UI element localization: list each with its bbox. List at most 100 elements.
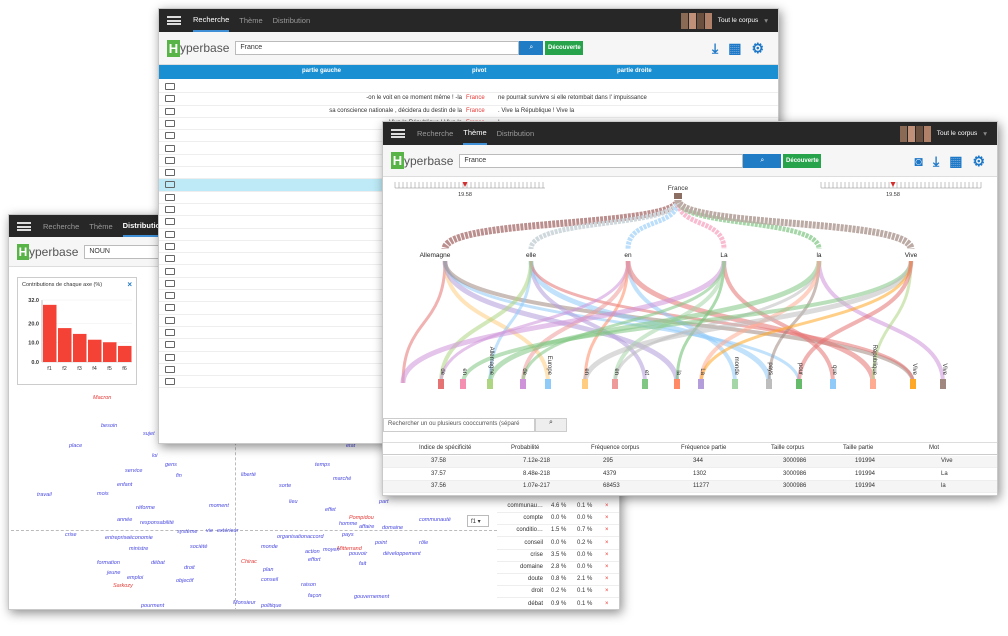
map-word[interactable]: extérieur xyxy=(217,528,239,534)
map-word[interactable]: Mitterrand xyxy=(337,546,362,552)
corpus-selector[interactable]: Tout le corpus ▾ xyxy=(899,125,987,142)
map-word[interactable]: loi xyxy=(152,453,158,459)
column-header[interactable]: Taille partie xyxy=(843,445,874,451)
contrib-row[interactable]: compte 0.0 % 0.0 % × xyxy=(497,513,619,526)
book-icon[interactable] xyxy=(165,107,175,115)
bar-f4[interactable] xyxy=(88,339,102,362)
bar-f6[interactable] xyxy=(118,345,132,362)
search-button[interactable]: ⌕ xyxy=(743,153,782,168)
book-icon[interactable] xyxy=(165,304,175,312)
book-icon[interactable] xyxy=(165,144,175,152)
map-word[interactable]: lieu xyxy=(289,499,298,505)
tab-theme[interactable]: Thème xyxy=(239,16,263,25)
map-word[interactable]: Chirac xyxy=(241,559,257,565)
map-word[interactable]: façon xyxy=(308,593,322,599)
corpus-selector[interactable]: Tout le corpus ▾ xyxy=(680,12,768,29)
map-word[interactable]: société xyxy=(190,544,208,550)
axis-select[interactable]: f1 ▾ xyxy=(467,515,489,527)
map-word[interactable]: objectif xyxy=(176,578,194,584)
delete-icon[interactable]: × xyxy=(605,588,609,595)
book-icon[interactable] xyxy=(165,230,175,238)
top-node-label[interactable]: Vive xyxy=(905,252,918,259)
tab-theme[interactable]: Thème xyxy=(89,221,113,231)
bar-f2[interactable] xyxy=(58,328,72,362)
leaf-node[interactable] xyxy=(520,379,526,389)
search-input[interactable]: France xyxy=(459,153,744,168)
root-node[interactable] xyxy=(674,193,682,199)
map-word[interactable]: plan xyxy=(263,567,274,573)
contrib-row[interactable]: droit 0.2 % 0.1 % × xyxy=(497,586,619,599)
delete-icon[interactable]: × xyxy=(605,503,609,509)
tab-recherche[interactable]: Recherche xyxy=(43,221,80,231)
map-word[interactable]: gouvernement xyxy=(354,594,390,600)
leaf-node[interactable] xyxy=(545,379,551,389)
leaf-node[interactable] xyxy=(460,379,466,389)
gear-icon[interactable]: ⚙ xyxy=(972,153,985,169)
map-word[interactable]: moment xyxy=(209,503,229,509)
map-word[interactable]: homme xyxy=(339,521,358,527)
map-word[interactable]: effet xyxy=(325,507,336,513)
book-icon[interactable] xyxy=(165,279,175,287)
concordance-row[interactable] xyxy=(159,81,778,94)
leaf-node[interactable] xyxy=(732,379,738,389)
contrib-row[interactable]: doute 0.8 % 2.1 % × xyxy=(497,574,619,587)
map-word[interactable]: Monsieur xyxy=(233,600,256,606)
gear-icon[interactable]: ⚙ xyxy=(751,40,764,56)
leaf-node[interactable] xyxy=(698,379,704,389)
column-header[interactable]: Fréquence partie xyxy=(681,445,727,451)
cooc-search-button[interactable]: ⌕ xyxy=(535,418,567,432)
map-word[interactable]: action xyxy=(305,549,320,555)
search-input[interactable]: France xyxy=(235,41,520,55)
map-word[interactable]: marché xyxy=(333,476,352,482)
leaf-node[interactable] xyxy=(642,379,648,389)
map-word[interactable]: formation xyxy=(97,560,120,566)
map-word[interactable]: état xyxy=(346,443,356,449)
top-node-label[interactable]: la xyxy=(816,252,821,259)
map-word[interactable]: gens xyxy=(165,462,177,468)
column-header[interactable]: Fréquence corpus xyxy=(591,445,640,451)
bar-f1[interactable] xyxy=(43,304,57,362)
map-word[interactable]: responsabilité xyxy=(140,520,174,526)
book-icon[interactable] xyxy=(165,181,175,189)
map-word[interactable]: pourment xyxy=(141,603,165,609)
delete-icon[interactable]: × xyxy=(605,539,609,546)
map-word[interactable]: jeune xyxy=(107,570,121,576)
map-word[interactable]: droit xyxy=(184,565,195,571)
book-icon[interactable] xyxy=(165,267,175,275)
map-word[interactable]: sujet xyxy=(143,431,155,437)
map-word[interactable]: vie xyxy=(206,528,214,534)
map-word[interactable]: rôle xyxy=(419,540,429,546)
book-icon[interactable] xyxy=(165,341,175,349)
camera-icon[interactable]: ◙ xyxy=(914,153,923,169)
book-icon[interactable] xyxy=(165,255,175,263)
delete-icon[interactable]: × xyxy=(605,576,609,583)
column-header[interactable]: Taille corpus xyxy=(771,445,805,451)
leaf-node[interactable] xyxy=(612,379,618,389)
book-icon[interactable] xyxy=(165,169,175,177)
map-word[interactable]: travail xyxy=(37,492,52,498)
map-word[interactable]: fait xyxy=(359,561,367,567)
book-icon[interactable] xyxy=(165,353,175,361)
table-row[interactable]: 37.57 8.48e-218 4379 1302 3000986 191994 La xyxy=(383,469,997,481)
table-row[interactable]: 37.58 7.12e-218 295 344 3000986 191994 Vive xyxy=(383,456,997,468)
map-word[interactable]: entreprise xyxy=(105,535,130,541)
leaf-node[interactable] xyxy=(796,379,802,389)
delete-icon[interactable]: × xyxy=(605,564,609,570)
bar-f3[interactable] xyxy=(73,333,87,362)
menu-icon[interactable] xyxy=(167,16,181,25)
discover-button[interactable]: Découverte xyxy=(545,41,584,55)
map-word[interactable]: système xyxy=(177,529,198,535)
book-icon[interactable] xyxy=(165,378,175,386)
calculator-icon[interactable]: ▦ xyxy=(949,153,963,169)
map-word[interactable]: débat xyxy=(151,560,165,566)
book-icon[interactable] xyxy=(165,365,175,373)
tab-theme[interactable]: Thème xyxy=(463,122,487,145)
map-word[interactable]: liberté xyxy=(241,472,256,478)
leaf-node[interactable] xyxy=(582,379,588,389)
cooc-search-input[interactable]: Rechercher un ou plusieurs cooccurrents … xyxy=(383,418,535,432)
book-icon[interactable] xyxy=(165,316,175,324)
map-word[interactable]: année xyxy=(117,517,133,523)
map-word[interactable]: pays xyxy=(342,532,354,538)
book-icon[interactable] xyxy=(165,132,175,140)
calculator-icon[interactable]: ▦ xyxy=(728,40,742,56)
